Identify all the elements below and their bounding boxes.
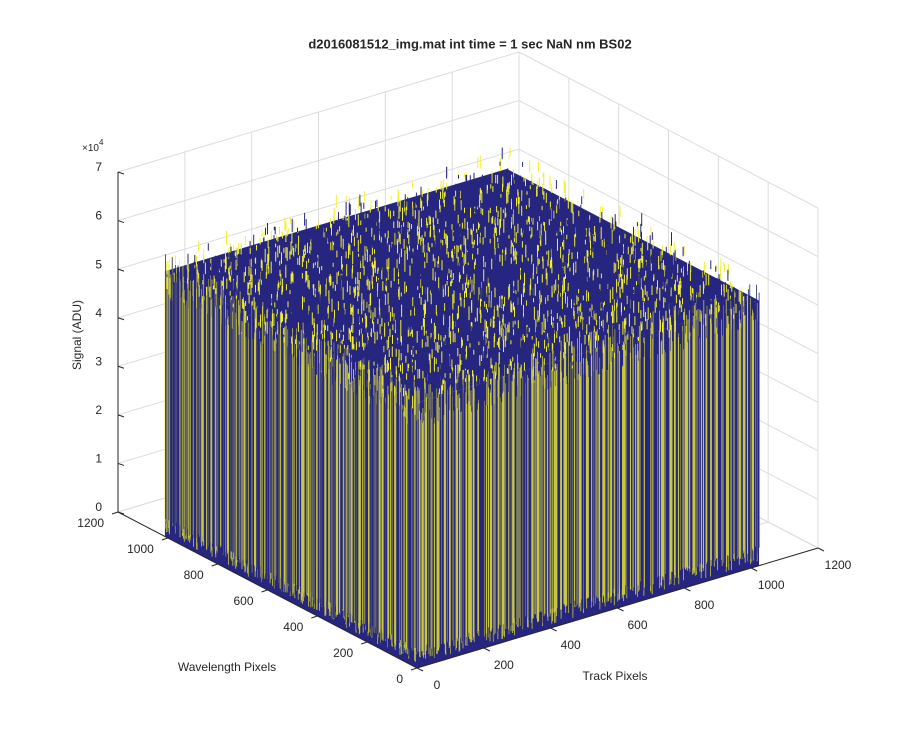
x-axis-label: Track Pixels <box>583 669 648 683</box>
y-tick-label: 200 <box>333 646 353 660</box>
z-scale-exponent: 4 <box>99 138 104 147</box>
grid-line <box>518 51 819 209</box>
tick-mark <box>117 511 125 515</box>
z-tick-label: 0 <box>95 500 102 514</box>
x-tick-label: 400 <box>561 638 581 652</box>
tick-mark <box>617 607 624 612</box>
y-tick-label: 600 <box>233 594 253 608</box>
grid-line <box>117 51 520 173</box>
tick-mark <box>117 317 125 321</box>
y-tick-label: 1000 <box>127 542 154 556</box>
tick-mark <box>750 567 758 572</box>
surface-texture <box>166 147 744 409</box>
y-tick-label: 400 <box>283 620 303 634</box>
tick-mark <box>117 365 125 369</box>
z-tick-label: 2 <box>95 403 102 417</box>
z-tick-label: 1 <box>95 452 102 466</box>
surface-texture <box>171 147 754 400</box>
y-tick-label: 0 <box>396 672 403 686</box>
surface-texture <box>165 254 760 662</box>
z-scale-label: ×104 <box>82 138 104 154</box>
y-axis-label: Wavelength Pixels <box>178 660 276 674</box>
axes: 0200400600800100012000200400600800100012… <box>77 160 851 692</box>
tick-mark <box>117 462 125 466</box>
tick-mark <box>311 615 318 619</box>
x-tick-label: 800 <box>694 598 714 612</box>
x-tick-label: 200 <box>494 658 514 672</box>
surface-texture <box>164 256 758 662</box>
tick-mark <box>416 667 424 672</box>
x-tick-label: 600 <box>627 618 647 632</box>
tick-mark <box>410 667 418 671</box>
tick-mark <box>550 627 557 632</box>
tick-mark <box>117 171 125 175</box>
tick-mark <box>817 547 825 552</box>
x-tick-label: 1200 <box>825 558 852 572</box>
chart-title: d2016081512_img.mat int time = 1 sec NaN… <box>308 36 631 51</box>
z-scale-base: ×10 <box>82 143 99 154</box>
tick-mark <box>211 563 218 567</box>
y-tick-label: 800 <box>184 568 204 582</box>
z-tick-label: 4 <box>95 306 102 320</box>
tick-mark <box>111 511 119 515</box>
z-tick-label: 7 <box>95 160 102 174</box>
tick-mark <box>684 587 691 592</box>
z-tick-label: 5 <box>95 257 102 271</box>
tick-mark <box>117 220 125 224</box>
tick-mark <box>261 589 268 593</box>
y-tick-label: 1200 <box>77 516 104 530</box>
z-tick-label: 6 <box>95 209 102 223</box>
x-tick-label: 0 <box>434 678 441 692</box>
tick-mark <box>361 641 368 645</box>
tick-mark <box>117 414 125 418</box>
tick-mark <box>161 537 168 541</box>
z-axis-label: Signal (ADU) <box>70 300 84 370</box>
grid-line <box>518 148 819 306</box>
z-tick-label: 3 <box>95 354 102 368</box>
x-tick-label: 1000 <box>758 578 785 592</box>
grid-line <box>518 100 819 258</box>
grid-line <box>117 100 520 222</box>
tick-mark <box>483 647 491 652</box>
tick-mark <box>117 268 125 272</box>
grid-line <box>117 148 520 270</box>
